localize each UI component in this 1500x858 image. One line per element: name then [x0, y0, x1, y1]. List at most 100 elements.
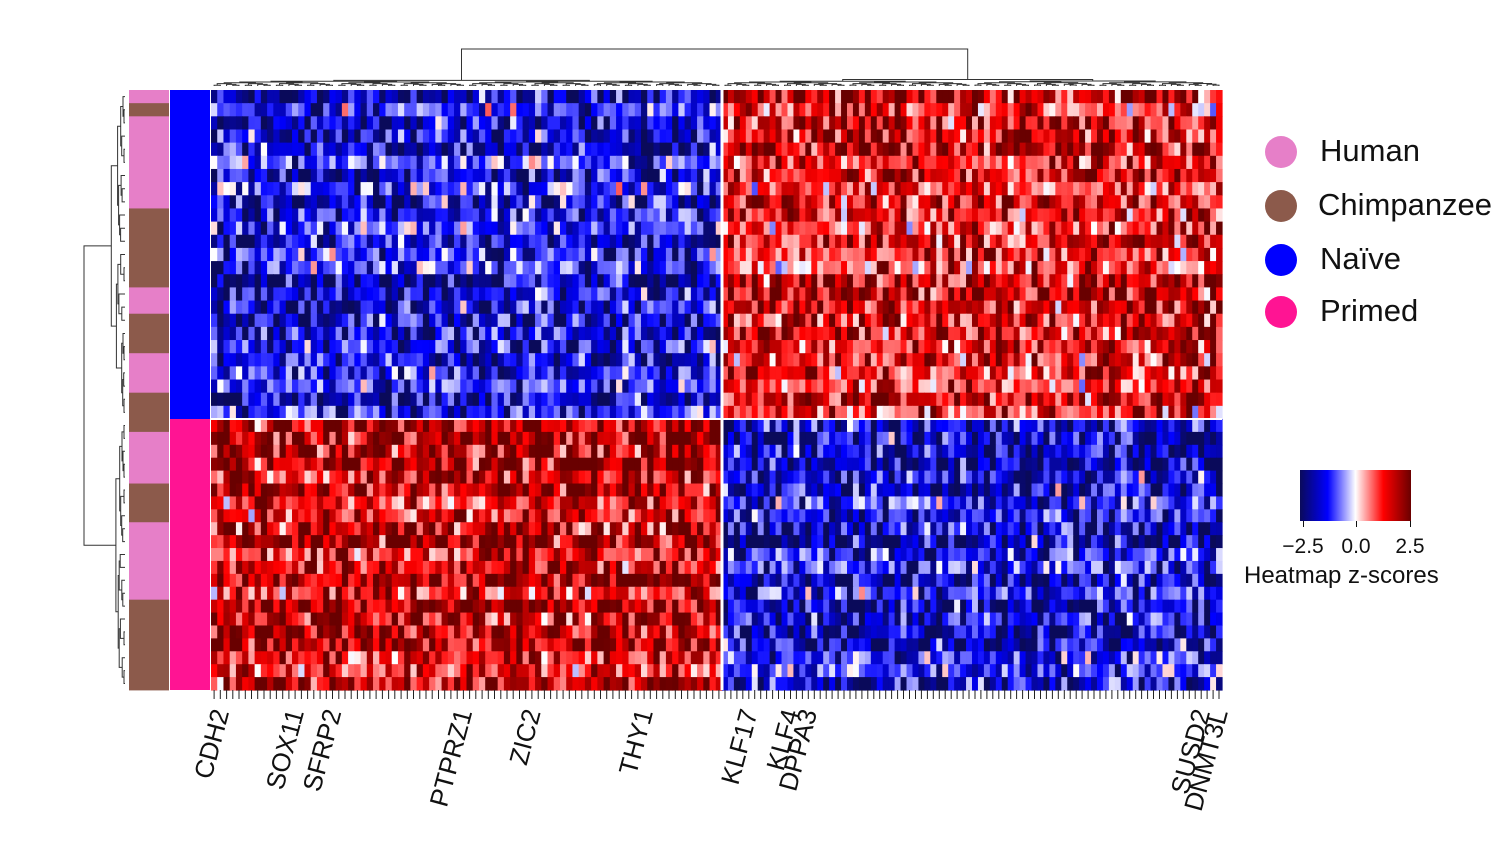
heatmap-cell — [267, 287, 274, 302]
heatmap-cell — [912, 300, 920, 315]
heatmap-cell — [852, 195, 860, 210]
heatmap-cell — [924, 168, 931, 183]
heatmap-cell — [597, 182, 605, 196]
heatmap-cell — [466, 313, 474, 328]
heatmap-cell — [235, 470, 243, 485]
heatmap-cell — [441, 379, 449, 394]
heatmap-cell — [1073, 379, 1080, 394]
heatmap-cell — [1031, 90, 1039, 104]
heatmap-cell — [1097, 261, 1104, 275]
heatmap-cell — [273, 195, 281, 210]
heatmap-cell — [366, 326, 374, 341]
heatmap-cell — [640, 287, 648, 302]
heatmap-cell — [547, 326, 555, 341]
heatmap-cell — [1019, 392, 1027, 407]
heatmap-cell — [416, 103, 424, 117]
heatmap-cell — [404, 470, 412, 485]
heatmap-cell — [335, 313, 343, 328]
heatmap-cell — [1079, 353, 1086, 367]
heatmap-cell — [292, 444, 299, 459]
heatmap-cell — [404, 326, 412, 341]
heatmap-cell — [260, 326, 268, 341]
heatmap-cell — [634, 208, 642, 223]
heatmap-cell — [260, 168, 268, 183]
heatmap-cell — [1192, 142, 1199, 157]
heatmap-cell — [254, 90, 262, 104]
heatmap-cell — [1192, 129, 1199, 144]
heatmap-cell — [1085, 195, 1092, 210]
heatmap-cell — [559, 340, 567, 354]
heatmap-cell — [535, 431, 542, 446]
heatmap-cell — [360, 470, 368, 485]
heatmap-cell — [609, 287, 617, 302]
heatmap-cell — [422, 353, 430, 367]
heatmap-cell — [1126, 274, 1134, 288]
heatmap-cell — [697, 457, 704, 472]
heatmap-cell — [876, 366, 884, 381]
heatmap-cell — [1162, 366, 1170, 381]
heatmap-cell — [799, 142, 806, 157]
heatmap-cell — [1013, 129, 1021, 144]
heatmap-cell — [1126, 261, 1134, 275]
heatmap-cell — [858, 116, 866, 131]
heatmap-cell — [1037, 208, 1045, 223]
heatmap-cell — [516, 142, 524, 157]
heatmap-cell — [397, 326, 405, 341]
heatmap-cell — [1055, 470, 1062, 485]
heatmap-cell — [1132, 300, 1140, 315]
heatmap-cell — [366, 116, 374, 131]
heatmap-cell — [485, 326, 493, 341]
heatmap-cell — [653, 470, 661, 485]
heatmap-cell — [1049, 379, 1056, 394]
heatmap-cell — [805, 129, 812, 144]
heatmap-cell — [503, 155, 511, 170]
heatmap-cell — [497, 182, 505, 196]
heatmap-cell — [1055, 182, 1062, 196]
heatmap-cell — [684, 208, 692, 223]
heatmap-cell — [248, 221, 256, 236]
heatmap-cell — [1013, 221, 1021, 236]
heatmap-cell — [460, 340, 468, 354]
heatmap-cell — [1132, 234, 1140, 249]
heatmap-cell — [522, 300, 530, 315]
heatmap-cell — [727, 208, 735, 223]
heatmap-cell — [316, 313, 324, 328]
heatmap-cell — [811, 90, 818, 104]
heatmap-cell — [335, 392, 343, 407]
heatmap-cell — [769, 234, 777, 249]
heatmap-cell — [757, 287, 765, 302]
heatmap-cell — [616, 444, 623, 459]
heatmap-cell — [930, 234, 937, 249]
heatmap-cell — [229, 129, 237, 144]
heatmap-cell — [1138, 313, 1146, 328]
heatmap-cell — [775, 313, 783, 328]
heatmap-cell — [1186, 457, 1193, 472]
heatmap-cell — [1049, 116, 1056, 131]
heatmap-cell — [1126, 444, 1134, 459]
heatmap-cell — [1013, 116, 1021, 131]
heatmap-cell — [954, 208, 961, 223]
heatmap-cell — [491, 129, 499, 144]
heatmap-cell — [1120, 444, 1128, 459]
heatmap-cell — [678, 392, 686, 407]
heatmap-cell — [404, 142, 412, 157]
heatmap-cell — [942, 457, 949, 472]
heatmap-cell — [323, 155, 330, 170]
heatmap-cell — [634, 470, 642, 485]
heatmap-cell — [733, 419, 741, 433]
heatmap-cell — [348, 405, 355, 420]
heatmap-cell — [900, 195, 908, 210]
heatmap-cell — [1055, 457, 1062, 472]
heatmap-cell — [690, 261, 698, 275]
heatmap-cell — [972, 182, 979, 196]
heatmap-cell — [924, 261, 931, 275]
heatmap-cell — [491, 379, 499, 394]
heatmap-cell — [817, 287, 824, 302]
heatmap-cell — [1001, 116, 1009, 131]
heatmap-cell — [329, 419, 337, 433]
heatmap-cell — [954, 419, 961, 433]
heatmap-cell — [1150, 326, 1158, 341]
heatmap-cell — [936, 261, 943, 275]
heatmap-cell — [1007, 168, 1015, 183]
heatmap-cell — [447, 392, 455, 407]
